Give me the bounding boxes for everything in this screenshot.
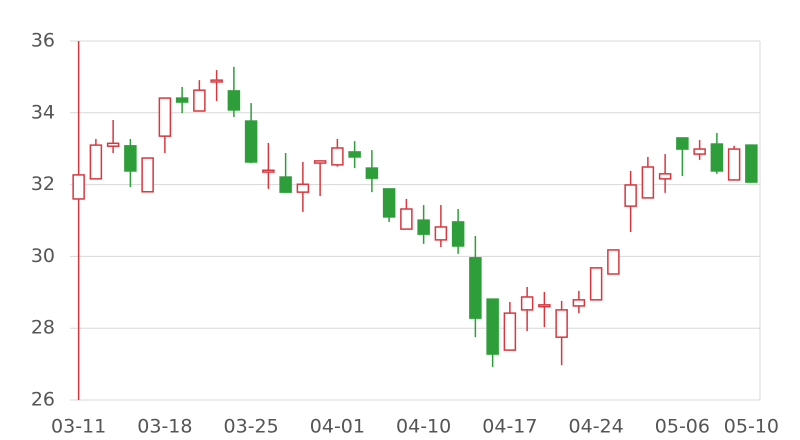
candle-body xyxy=(555,309,568,338)
candle-body xyxy=(607,249,620,275)
y-tick-label: 30 xyxy=(31,245,55,267)
candle-body xyxy=(227,90,241,111)
candle-body xyxy=(676,137,689,150)
candle-body xyxy=(745,144,758,183)
candle-body xyxy=(175,97,189,103)
candle-body xyxy=(106,142,120,147)
candle-body xyxy=(72,174,85,200)
candle-body xyxy=(624,184,637,207)
x-tick-label: 05-10 xyxy=(724,416,779,438)
candle-body xyxy=(124,145,137,172)
candle-body xyxy=(331,147,344,166)
x-tick-label: 03-18 xyxy=(137,416,192,438)
candle-body xyxy=(417,219,430,235)
y-tick-label: 34 xyxy=(31,101,55,123)
candle-body xyxy=(710,143,724,172)
candle-body xyxy=(141,157,154,193)
candle-body xyxy=(572,299,586,307)
candle-body xyxy=(693,148,706,155)
candle-body xyxy=(486,298,499,355)
y-tick-label: 36 xyxy=(31,30,55,52)
candle-body xyxy=(503,312,517,351)
x-tick-label: 04-24 xyxy=(569,416,624,438)
x-tick-label: 04-17 xyxy=(482,416,537,438)
candle-body xyxy=(434,226,448,241)
candle-body xyxy=(641,166,655,199)
candle-body xyxy=(727,148,741,181)
candle-body xyxy=(589,267,603,301)
candle-body xyxy=(158,97,172,137)
y-tick-label: 28 xyxy=(31,317,55,339)
candle-body xyxy=(658,173,672,180)
candle-body xyxy=(210,79,223,83)
x-tick-label: 03-11 xyxy=(51,416,106,438)
x-tick-label: 04-01 xyxy=(310,416,365,438)
candle-body xyxy=(279,176,292,193)
candle-body xyxy=(382,188,396,218)
x-tick-label: 04-10 xyxy=(396,416,451,438)
candle-body xyxy=(193,89,206,112)
candle-body xyxy=(365,167,379,179)
candle-body xyxy=(348,151,361,158)
candle-body xyxy=(262,169,275,173)
candle-body xyxy=(89,144,103,180)
candle-body xyxy=(538,304,551,308)
candle-body xyxy=(244,120,258,163)
candle-body xyxy=(520,296,534,311)
x-tick-label: 03-25 xyxy=(224,416,279,438)
candle-body xyxy=(296,183,310,193)
y-tick-label: 26 xyxy=(31,389,55,411)
candle-body xyxy=(313,160,327,164)
y-tick-label: 32 xyxy=(31,173,55,195)
candle-body xyxy=(469,257,482,319)
candle-body xyxy=(400,208,413,230)
x-tick-label: 05-06 xyxy=(655,416,710,438)
candle-body xyxy=(451,221,465,247)
